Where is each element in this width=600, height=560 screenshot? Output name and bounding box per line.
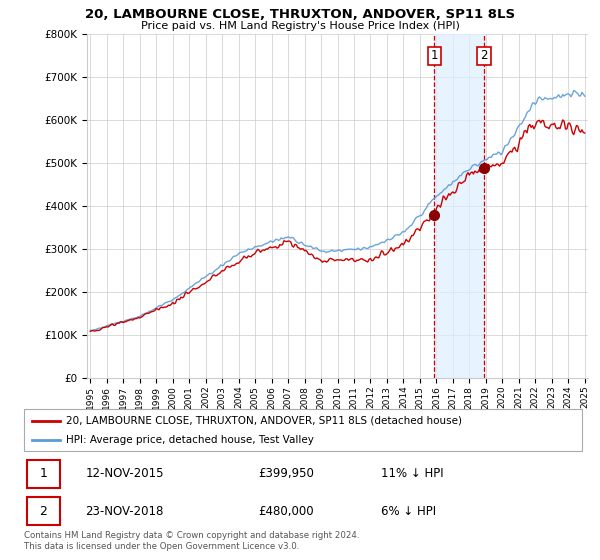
Text: Contains HM Land Registry data © Crown copyright and database right 2024.
This d: Contains HM Land Registry data © Crown c… xyxy=(24,531,359,551)
Text: 20, LAMBOURNE CLOSE, THRUXTON, ANDOVER, SP11 8LS (detached house): 20, LAMBOURNE CLOSE, THRUXTON, ANDOVER, … xyxy=(66,416,462,426)
Bar xyxy=(434,34,484,378)
Text: HPI: Average price, detached house, Test Valley: HPI: Average price, detached house, Test… xyxy=(66,435,314,445)
Text: 12-NOV-2015: 12-NOV-2015 xyxy=(85,467,164,480)
Text: Price paid vs. HM Land Registry's House Price Index (HPI): Price paid vs. HM Land Registry's House … xyxy=(140,21,460,31)
Text: 23-NOV-2018: 23-NOV-2018 xyxy=(85,505,164,518)
Text: 2: 2 xyxy=(481,49,488,63)
Text: £399,950: £399,950 xyxy=(259,467,314,480)
Text: 6% ↓ HPI: 6% ↓ HPI xyxy=(381,505,436,518)
FancyBboxPatch shape xyxy=(24,409,582,451)
Text: 2: 2 xyxy=(40,505,47,518)
Text: 11% ↓ HPI: 11% ↓ HPI xyxy=(381,467,444,480)
Text: £480,000: £480,000 xyxy=(259,505,314,518)
FancyBboxPatch shape xyxy=(27,460,60,488)
Text: 1: 1 xyxy=(430,49,438,63)
Text: 20, LAMBOURNE CLOSE, THRUXTON, ANDOVER, SP11 8LS: 20, LAMBOURNE CLOSE, THRUXTON, ANDOVER, … xyxy=(85,8,515,21)
FancyBboxPatch shape xyxy=(27,497,60,525)
Text: 1: 1 xyxy=(40,467,47,480)
